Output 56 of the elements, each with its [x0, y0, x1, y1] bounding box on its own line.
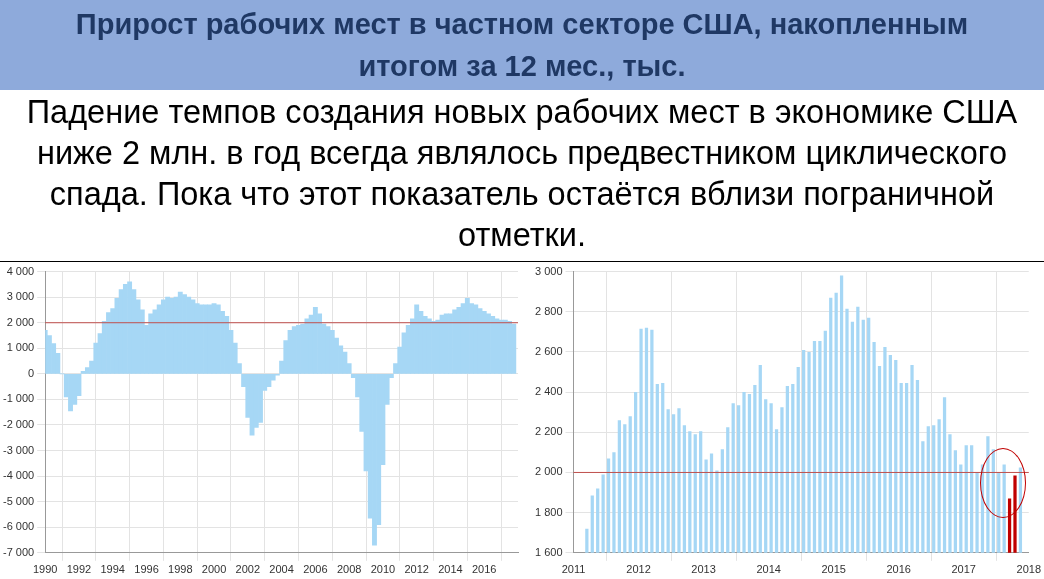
- bar: [207, 304, 213, 374]
- bar: [186, 296, 192, 374]
- x-tick-label: 2010: [370, 563, 396, 576]
- y-tick-label: -3 000: [2, 443, 35, 456]
- y-tick-label: 4 000: [6, 264, 35, 277]
- y-tick-label: 1 800: [535, 505, 563, 518]
- x-tick-label: 2017: [951, 563, 976, 576]
- y-tick-label: 2 800: [535, 304, 563, 317]
- x-tick-label: 1990: [32, 563, 58, 576]
- y-tick-label: -7 000: [2, 545, 35, 558]
- y-tick-label: -2 000: [2, 418, 35, 431]
- x-tick-label: 1994: [100, 563, 125, 576]
- bar: [494, 318, 500, 374]
- x-tick-label: 2014: [438, 563, 463, 576]
- y-tick-label: 0: [28, 366, 35, 379]
- y-tick-label: 2 200: [535, 425, 563, 438]
- x-tick-label: 2008: [336, 563, 362, 576]
- x-tick-label: 2002: [235, 563, 261, 576]
- x-tick-label: 2018: [1016, 563, 1042, 576]
- x-tick-label: 1992: [66, 563, 92, 576]
- bar: [435, 319, 441, 374]
- chart-subtitle: Падение темпов создания новых рабочих мест в экономике США ниже 2 млн. в год всегда являлось предвестником циклического спада. Пока что этот показатель остаётся вблизи пограничной отметки.: [0, 90, 1044, 262]
- y-tick-label: 2 400: [535, 385, 563, 398]
- x-tick-label: 2015: [821, 563, 846, 576]
- x-tick-label: 2011: [561, 563, 586, 576]
- y-tick-label: -1 000: [2, 392, 35, 405]
- y-tick-label: -5 000: [2, 494, 35, 507]
- y-tick-label: 1 000: [6, 341, 35, 354]
- x-tick-label: 1996: [134, 563, 159, 576]
- bar: [473, 304, 479, 374]
- x-tick-label: 2014: [756, 563, 781, 576]
- x-tick-label: 2006: [303, 563, 328, 576]
- x-tick-label: 2000: [201, 563, 227, 576]
- x-tick-label: 1998: [168, 563, 193, 576]
- x-tick-label: 2016: [886, 563, 911, 576]
- y-tick-label: 2 000: [6, 315, 35, 328]
- x-tick-label: 2012: [626, 563, 651, 576]
- bar: [266, 374, 272, 387]
- bar: [148, 313, 154, 374]
- bar: [456, 307, 462, 374]
- x-tick-label: 2016: [471, 563, 497, 576]
- bar: [169, 298, 175, 374]
- bar: [304, 318, 310, 374]
- bar: [511, 323, 517, 374]
- y-tick-label: 3 000: [6, 290, 35, 303]
- y-tick-label: -4 000: [2, 469, 35, 482]
- y-tick-label: 3 000: [535, 264, 563, 277]
- y-tick-label: 2 000: [535, 465, 563, 478]
- y-tick-label: -6 000: [2, 520, 35, 533]
- bar: [80, 370, 86, 374]
- x-tick-label: 2013: [691, 563, 716, 576]
- y-tick-label: 1 600: [535, 545, 563, 558]
- chart-title: Прирост рабочих мест в частном секторе США, накопленным итогом за 12 мес., тыс.: [0, 0, 1044, 90]
- x-tick-label: 2004: [269, 563, 294, 576]
- x-tick-label: 2012: [404, 563, 429, 576]
- y-tick-label: 2 600: [535, 344, 563, 357]
